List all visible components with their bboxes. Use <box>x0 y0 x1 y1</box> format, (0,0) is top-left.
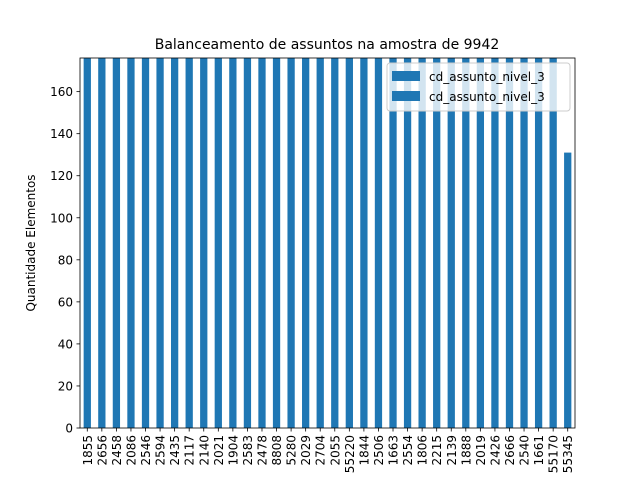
x-tick-label: 1661 <box>532 435 546 466</box>
bar-2435 <box>170 58 179 428</box>
x-tick-label: 2704 <box>314 435 328 466</box>
bar-2117 <box>185 58 193 428</box>
bar-2478 <box>258 58 266 428</box>
x-tick-label: 2506 <box>372 435 386 466</box>
x-tick-label: 5280 <box>285 435 299 466</box>
x-tick-label: 8808 <box>270 435 284 466</box>
y-tick-label: 0 <box>65 422 73 436</box>
bar-2554 <box>403 58 412 428</box>
bar-1888 <box>462 58 470 428</box>
bar-2704 <box>316 58 324 428</box>
x-tick-label: 2435 <box>168 435 182 466</box>
x-tick-label: 1888 <box>459 435 473 466</box>
bar-2021 <box>214 58 222 428</box>
x-tick-label: 55170 <box>547 435 561 473</box>
bar-2666 <box>505 58 514 428</box>
x-tick-label: 2594 <box>154 435 168 466</box>
legend: cd_assunto_nivel_3 cd_assunto_nivel_3 <box>386 62 571 112</box>
x-tick-label: 2139 <box>445 435 459 466</box>
x-tick-label: 55220 <box>343 435 357 473</box>
legend-swatch <box>392 71 420 81</box>
bar-1806 <box>418 58 426 428</box>
bar-2506 <box>374 58 383 428</box>
bar-2426 <box>491 58 499 428</box>
legend-box <box>386 62 571 112</box>
y-tick-label: 100 <box>50 211 73 225</box>
y-tick-label: 60 <box>58 295 73 309</box>
x-tick-label: 2140 <box>197 435 211 466</box>
legend-label: cd_assunto_nivel_3 <box>429 70 545 84</box>
x-tick-label: 2546 <box>139 435 153 466</box>
x-tick-label: 2478 <box>255 435 269 466</box>
x-tick-label: 2458 <box>110 435 124 466</box>
x-tick-label: 1904 <box>226 435 240 466</box>
bar-5280 <box>287 58 295 428</box>
plot-frame <box>79 57 576 429</box>
x-tick-label: 2019 <box>474 435 488 466</box>
bar-8808 <box>272 58 281 428</box>
chart-title: Balanceamento de assuntos na amostra de … <box>155 37 500 53</box>
bar-55170 <box>549 58 557 428</box>
x-tick-label: 2215 <box>430 435 444 466</box>
bar-1904 <box>229 58 237 428</box>
x-tick-label: 2021 <box>212 435 226 466</box>
bar-2594 <box>156 58 164 428</box>
bar-2029 <box>302 58 310 428</box>
bar-2656 <box>98 58 106 428</box>
x-tick-label: 1844 <box>357 435 371 466</box>
x-tick-label: 1855 <box>81 435 95 466</box>
bar-2055 <box>331 58 339 428</box>
bars-layer <box>83 58 572 428</box>
y-tick-label: 140 <box>50 127 73 141</box>
bar-1844 <box>360 58 368 428</box>
bar-2546 <box>141 58 150 428</box>
y-tick-label: 120 <box>50 169 73 183</box>
y-axis-ticks: 0 20 40 60 80 100 120 140 160 <box>50 85 80 436</box>
legend-swatch <box>392 91 420 101</box>
x-axis-ticks: 1855 2656 2458 2086 2546 2594 2435 2117 2140 2021… <box>81 428 575 473</box>
bar-2458 <box>112 58 121 428</box>
x-tick-label: 2117 <box>183 435 197 466</box>
x-tick-label: 55345 <box>561 435 575 473</box>
bar-1663 <box>389 58 397 428</box>
y-axis-label: Quantidade Elementos <box>24 174 38 311</box>
x-tick-label: 2583 <box>241 435 255 466</box>
bar-2139 <box>447 58 455 428</box>
x-tick-label: 2540 <box>518 435 532 466</box>
x-tick-label: 2554 <box>401 435 415 466</box>
x-tick-label: 2426 <box>488 435 502 466</box>
y-tick-label: 40 <box>58 337 73 351</box>
x-tick-label: 1806 <box>416 435 430 466</box>
bar-1661 <box>534 58 543 428</box>
y-tick-label: 80 <box>58 253 73 267</box>
x-tick-label: 2029 <box>299 435 313 466</box>
bar-2540 <box>520 58 528 428</box>
x-tick-label: 2656 <box>95 435 109 466</box>
y-tick-label: 160 <box>50 85 73 99</box>
bar-2140 <box>200 58 208 428</box>
x-tick-label: 1663 <box>387 435 401 466</box>
bar-2086 <box>127 58 135 428</box>
bar-2019 <box>476 58 485 428</box>
x-tick-label: 2666 <box>503 435 517 466</box>
x-tick-label: 2055 <box>328 435 342 466</box>
bar-2215 <box>433 58 441 428</box>
y-tick-label: 20 <box>58 379 73 393</box>
legend-label: cd_assunto_nivel_3 <box>429 90 545 104</box>
bar-55220 <box>345 58 353 428</box>
x-tick-label: 2086 <box>124 435 138 466</box>
bar-1855 <box>83 58 91 428</box>
bar-2583 <box>243 58 252 428</box>
bar-55345 <box>564 152 572 428</box>
